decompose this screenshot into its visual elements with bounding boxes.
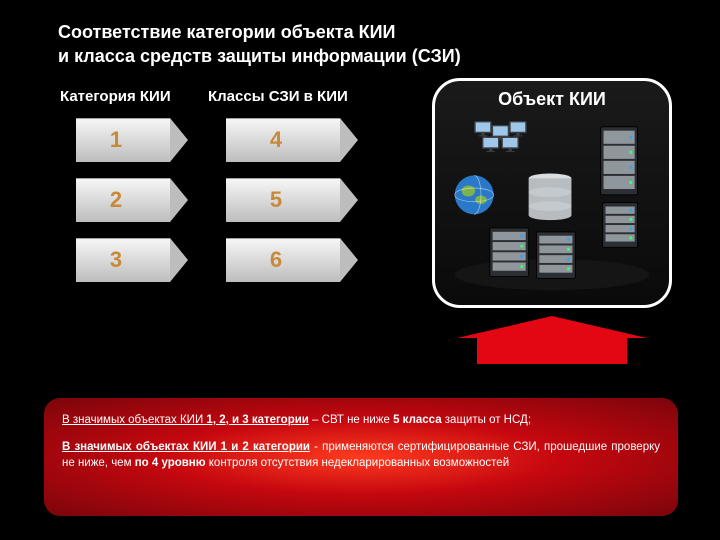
note-box: В значимых объектах КИИ 1, 2, и 3 катего…: [44, 398, 678, 516]
note-1d: 5 класса: [393, 414, 442, 426]
chevron-right-2: 5: [212, 178, 340, 222]
chevron-number-left-1: 1: [62, 127, 170, 153]
note-1b: 1, 2, и 3 категории: [206, 414, 308, 426]
up-arrow-icon: [457, 316, 647, 338]
chevron-number-right-3: 6: [212, 247, 340, 273]
chevron-left-3: 3: [62, 238, 170, 282]
up-arrow-stem: [477, 338, 627, 364]
title-line-1: Соответствие категории объекта КИИ: [58, 22, 395, 42]
chevron-left-2: 2: [62, 178, 170, 222]
title-line-2: и класса средств защиты информации (СЗИ): [58, 46, 461, 66]
chevron-left-1: 1: [62, 118, 170, 162]
note-2a: В значимых объектах КИИ 1 и 2 категории: [62, 441, 310, 453]
chevron-number-left-3: 3: [62, 247, 170, 273]
chevron-number-right-2: 5: [212, 187, 340, 213]
object-panel: Объект КИИ: [432, 78, 672, 308]
column-header-category: Категория КИИ: [60, 88, 171, 105]
chevron-number-right-1: 4: [212, 127, 340, 153]
note-1a: В значимых объектах КИИ: [62, 414, 206, 426]
slide-title: Соответствие категории объекта КИИ и кла…: [58, 20, 461, 69]
note-1c: – СВТ не ниже: [309, 414, 393, 426]
chevron-number-left-2: 2: [62, 187, 170, 213]
object-panel-title: Объект КИИ: [435, 89, 669, 110]
object-illustration: [445, 119, 659, 294]
note-line-1: В значимых объектах КИИ 1, 2, и 3 катего…: [62, 412, 660, 429]
chevron-right-3: 6: [212, 238, 340, 282]
chevron-right-1: 4: [212, 118, 340, 162]
column-header-classes: Классы СЗИ в КИИ: [208, 88, 348, 105]
note-line-2: В значимых объектах КИИ 1 и 2 категории …: [62, 439, 660, 472]
note-2c: по 4 уровню: [135, 457, 206, 469]
note-1e: защиты от НСД;: [442, 414, 531, 426]
note-2d: контроля отсутствия недекларированных во…: [206, 457, 510, 469]
